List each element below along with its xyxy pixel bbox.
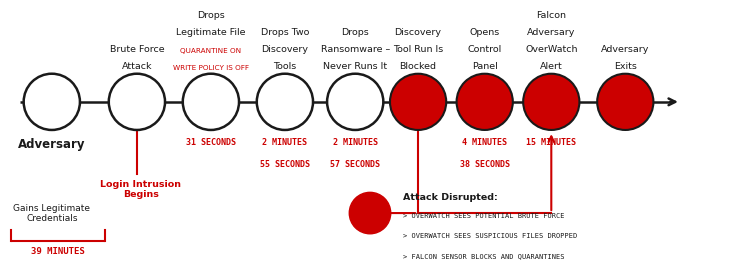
Text: Attack Disrupted:: Attack Disrupted: <box>403 193 498 202</box>
Text: Tools: Tools <box>273 62 297 71</box>
Text: Never Runs It: Never Runs It <box>323 62 387 71</box>
Text: 55 SECONDS: 55 SECONDS <box>260 160 310 169</box>
Text: 2 MINUTES: 2 MINUTES <box>263 138 307 147</box>
Text: 38 SECONDS: 38 SECONDS <box>460 160 510 169</box>
Ellipse shape <box>24 74 80 130</box>
Text: Ransomware –: Ransomware – <box>320 45 390 54</box>
Ellipse shape <box>523 74 579 130</box>
Text: Drops Two: Drops Two <box>260 28 309 37</box>
Text: Adversary: Adversary <box>601 45 650 54</box>
Text: Exits: Exits <box>614 62 636 71</box>
Text: Legitimate File: Legitimate File <box>176 28 246 37</box>
Ellipse shape <box>109 74 165 130</box>
Text: Falcon: Falcon <box>536 11 566 20</box>
Text: 15 MINUTES: 15 MINUTES <box>526 138 576 147</box>
Text: Discovery: Discovery <box>261 45 309 54</box>
Text: Adversary: Adversary <box>527 28 576 37</box>
Text: OverWatch: OverWatch <box>525 45 577 54</box>
Ellipse shape <box>390 74 446 130</box>
Text: Adversary: Adversary <box>18 138 86 151</box>
Text: Tool Run Is: Tool Run Is <box>393 45 443 54</box>
Text: Attack: Attack <box>121 62 152 71</box>
Text: Drops: Drops <box>341 28 369 37</box>
Text: > OVERWATCH SEES POTENTIAL BRUTE FORCE: > OVERWATCH SEES POTENTIAL BRUTE FORCE <box>403 213 565 219</box>
Text: Drops: Drops <box>197 11 225 20</box>
Text: 2 MINUTES: 2 MINUTES <box>333 138 377 147</box>
Text: Opens: Opens <box>470 28 500 37</box>
Text: 31 SECONDS: 31 SECONDS <box>186 138 236 147</box>
Text: QUARANTINE ON: QUARANTINE ON <box>181 48 241 54</box>
Ellipse shape <box>597 74 653 130</box>
Ellipse shape <box>457 74 513 130</box>
Text: WRITE POLICY IS OFF: WRITE POLICY IS OFF <box>173 65 249 71</box>
Text: Blocked: Blocked <box>400 62 437 71</box>
Ellipse shape <box>327 74 383 130</box>
Ellipse shape <box>349 192 391 234</box>
Text: Panel: Panel <box>472 62 497 71</box>
Text: Control: Control <box>468 45 502 54</box>
Ellipse shape <box>257 74 313 130</box>
Text: Brute Force: Brute Force <box>110 45 164 54</box>
Text: 39 MINUTES: 39 MINUTES <box>31 247 85 256</box>
Text: > OVERWATCH SEES SUSPICIOUS FILES DROPPED: > OVERWATCH SEES SUSPICIOUS FILES DROPPE… <box>403 233 577 239</box>
Text: > FALCON SENSOR BLOCKS AND QUARANTINES: > FALCON SENSOR BLOCKS AND QUARANTINES <box>403 253 565 259</box>
Text: Discovery: Discovery <box>394 28 442 37</box>
Ellipse shape <box>183 74 239 130</box>
Text: Gains Legitimate
Credentials: Gains Legitimate Credentials <box>13 204 90 223</box>
Text: 4 MINUTES: 4 MINUTES <box>462 138 507 147</box>
Text: Login Intrusion
Begins: Login Intrusion Begins <box>100 180 181 199</box>
Text: Alert: Alert <box>540 62 562 71</box>
Text: 57 SECONDS: 57 SECONDS <box>330 160 380 169</box>
